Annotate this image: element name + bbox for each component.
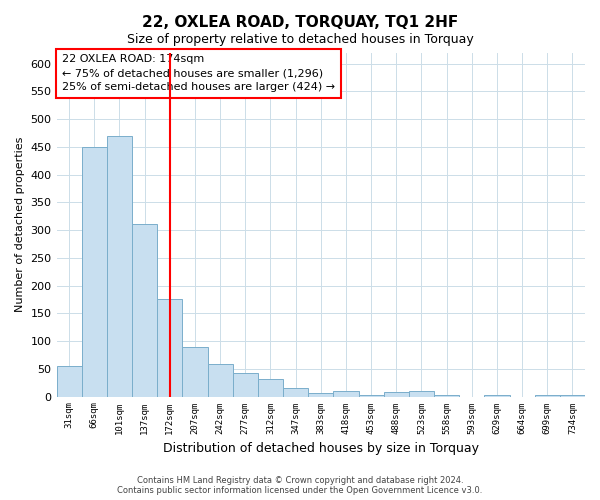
Bar [283,388,308,396]
Bar [107,136,132,396]
Bar [383,392,409,396]
Text: 22, OXLEA ROAD, TORQUAY, TQ1 2HF: 22, OXLEA ROAD, TORQUAY, TQ1 2HF [142,15,458,30]
Text: Contains HM Land Registry data © Crown copyright and database right 2024.
Contai: Contains HM Land Registry data © Crown c… [118,476,482,495]
Bar [308,392,334,396]
Bar [334,391,359,396]
Text: 22 OXLEA ROAD: 174sqm
← 75% of detached houses are smaller (1,296)
25% of semi-d: 22 OXLEA ROAD: 174sqm ← 75% of detached … [62,54,335,92]
Bar [132,224,157,396]
Bar [258,379,283,396]
Y-axis label: Number of detached properties: Number of detached properties [15,137,25,312]
Bar [409,391,434,396]
Bar [56,366,82,396]
Bar [182,346,208,397]
Bar [82,147,107,396]
Bar [484,395,509,396]
X-axis label: Distribution of detached houses by size in Torquay: Distribution of detached houses by size … [163,442,479,455]
Text: Size of property relative to detached houses in Torquay: Size of property relative to detached ho… [127,32,473,46]
Bar [157,300,182,396]
Bar [208,364,233,396]
Bar [359,395,383,396]
Bar [233,373,258,396]
Bar [560,395,585,396]
